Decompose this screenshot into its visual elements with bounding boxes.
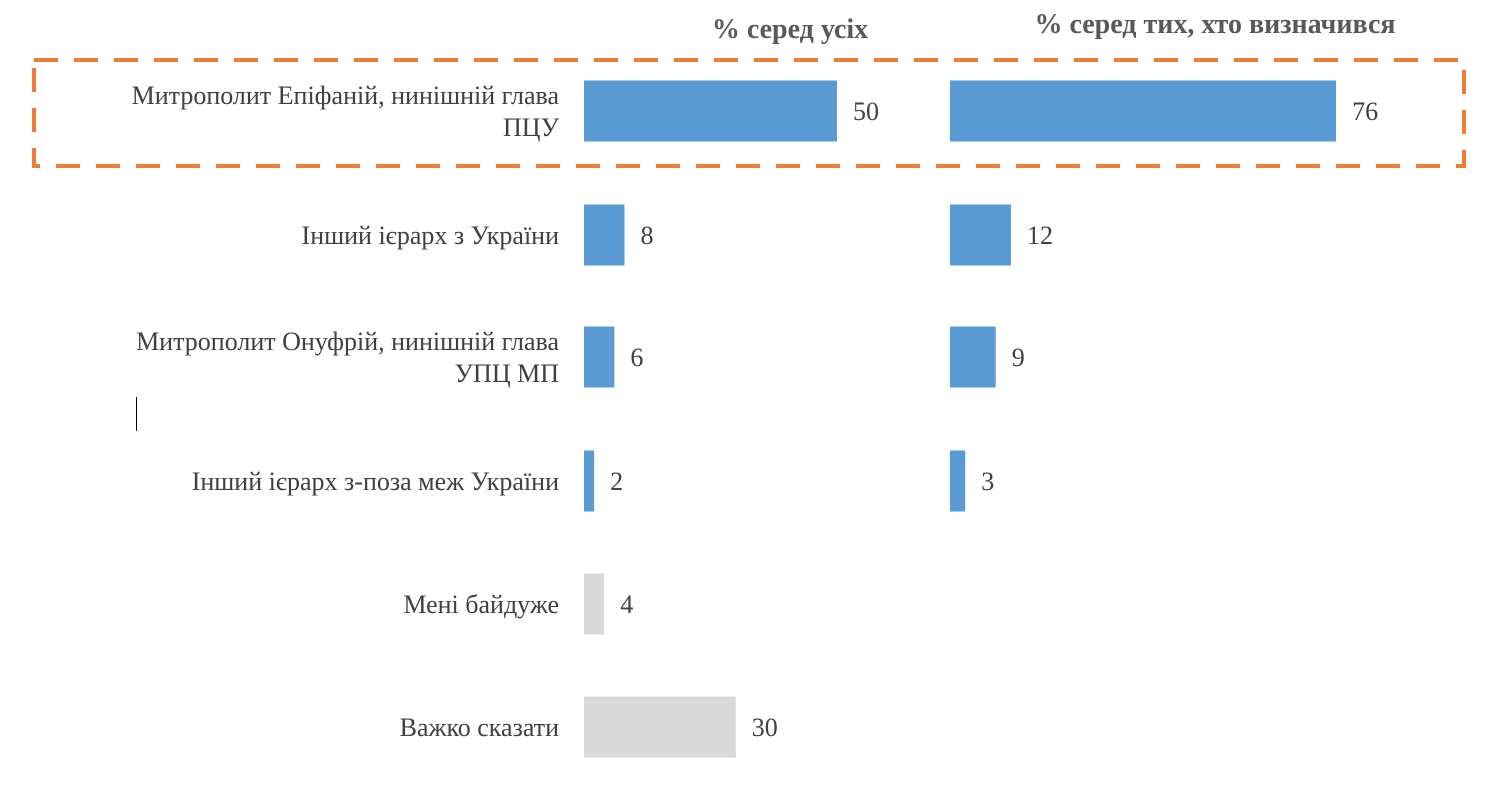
category-label: Митрополит Епіфаній, нинішній глава <box>132 81 560 110</box>
bar-series-1 <box>584 696 736 758</box>
bar-series-1 <box>584 450 595 512</box>
data-label-series-1: 30 <box>752 713 778 742</box>
bar-series-2 <box>950 80 1337 142</box>
bar-series-2 <box>950 204 1011 266</box>
bar-series-1 <box>584 204 625 266</box>
category-label: ПЦУ <box>503 113 560 142</box>
category-label: Інший ієрарх з-поза меж України <box>192 467 559 496</box>
column-header-all: % серед усіх <box>712 14 868 45</box>
data-label-series-1: 6 <box>630 343 643 372</box>
bar-series-1 <box>584 573 605 635</box>
category-label: Важко сказати <box>400 713 559 742</box>
bar-series-2 <box>950 326 996 388</box>
highlight-box <box>32 58 1466 168</box>
data-label-series-2: 12 <box>1027 221 1053 250</box>
category-label: Інший ієрарх з України <box>302 221 560 250</box>
bar-series-1 <box>584 326 615 388</box>
data-label-series-1: 8 <box>640 221 653 250</box>
data-label-series-1: 2 <box>610 467 623 496</box>
bar-series-2 <box>950 450 966 512</box>
data-label-series-2: 9 <box>1012 343 1025 372</box>
bars-layer <box>584 80 1337 758</box>
labels-layer: Митрополит Епіфаній, нинішній глава ПЦУ Ін… <box>132 81 1378 742</box>
data-label-series-1: 50 <box>853 97 879 126</box>
data-label-series-1: 4 <box>620 590 633 619</box>
category-label: Мені байдуже <box>403 590 559 619</box>
category-label: Митрополит Онуфрій, нинішній глава <box>136 327 559 356</box>
data-label-series-2: 3 <box>981 467 994 496</box>
bar-series-1 <box>584 80 837 142</box>
column-header-decided: % серед тих, хто визначився <box>1034 9 1395 40</box>
category-label: УПЦ МП <box>455 359 560 388</box>
data-label-series-2: 76 <box>1352 97 1378 126</box>
